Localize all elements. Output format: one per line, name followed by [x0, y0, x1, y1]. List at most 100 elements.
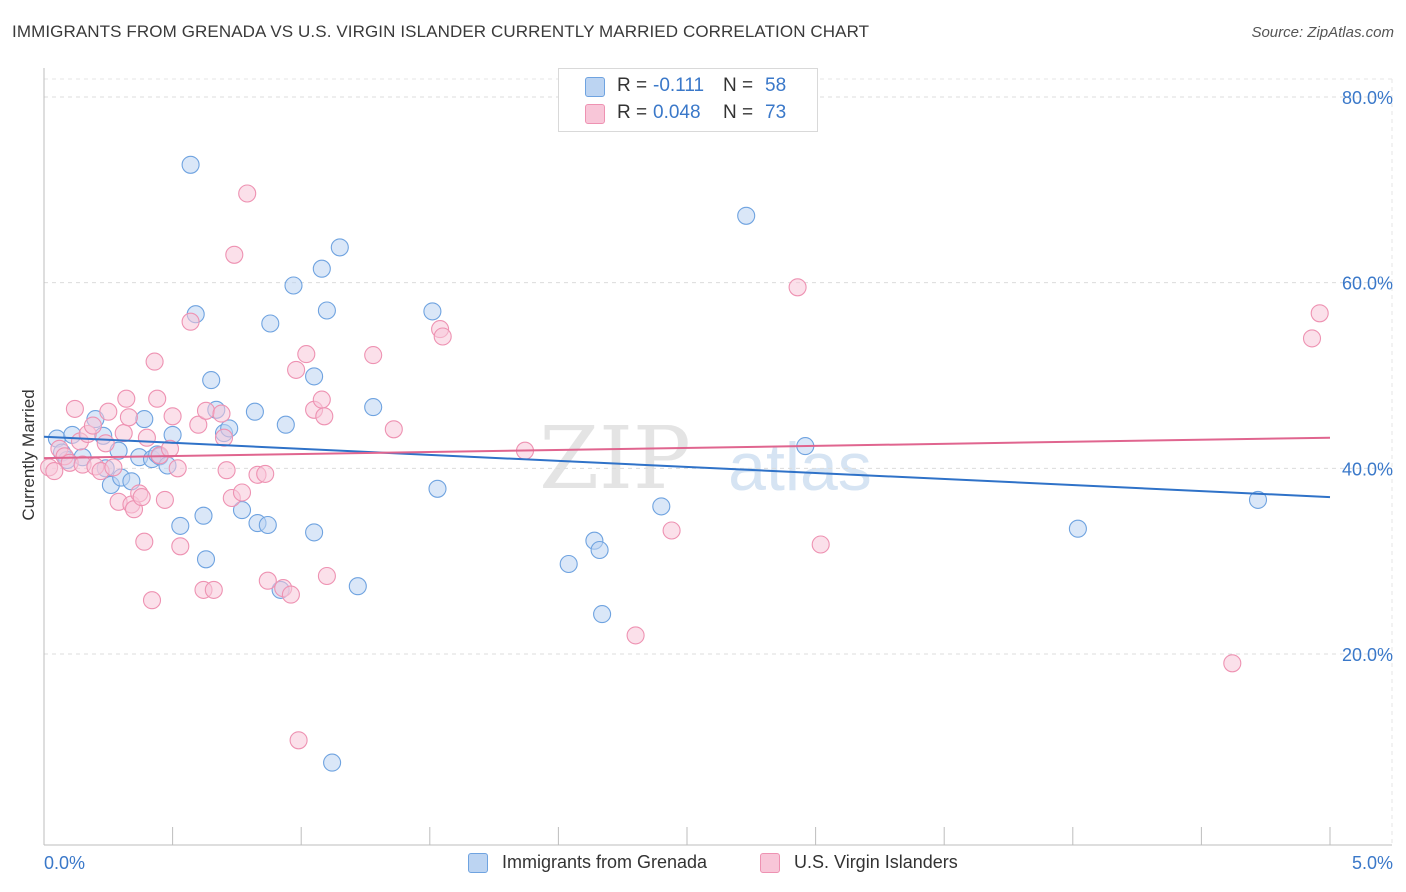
point-virgin-islanders [1302, 329, 1322, 348]
point-virgin-islanders [238, 184, 257, 203]
data-points [40, 155, 1329, 772]
point-virgin-islanders [117, 389, 136, 408]
point-grenada [312, 259, 331, 278]
r-value: -0.111 [653, 75, 705, 96]
point-virgin-islanders [119, 408, 138, 427]
legend-swatch-virgin-islanders [585, 104, 605, 124]
n-value: 73 [765, 102, 787, 123]
point-virgin-islanders [135, 532, 154, 551]
point-grenada [284, 276, 303, 295]
point-virgin-islanders [788, 278, 807, 297]
r-label: R = [617, 75, 648, 96]
point-virgin-islanders [132, 488, 151, 507]
point-virgin-islanders [99, 402, 118, 421]
point-virgin-islanders [1223, 654, 1242, 673]
point-virgin-islanders [83, 416, 102, 435]
point-virgin-islanders [163, 407, 182, 426]
point-grenada [258, 515, 277, 535]
point-virgin-islanders [196, 401, 216, 420]
point-grenada [590, 540, 609, 560]
chart-title: IMMIGRANTS FROM GRENADA VS U.S. VIRGIN I… [12, 22, 870, 41]
point-grenada [593, 605, 612, 624]
trend-line-grenada [43, 435, 1331, 499]
point-grenada [245, 402, 264, 421]
axes [43, 68, 1392, 846]
point-grenada [348, 577, 367, 596]
y-tick-label: 60.0% [1342, 274, 1393, 294]
point-grenada [276, 415, 295, 434]
point-virgin-islanders [297, 345, 316, 364]
point-grenada [428, 479, 447, 498]
point-virgin-islanders [315, 407, 334, 426]
point-virgin-islanders [384, 420, 403, 439]
point-virgin-islanders [225, 245, 244, 264]
watermark-zip: ZIP [539, 409, 691, 509]
x-tick-label: 0.0% [44, 853, 85, 873]
trend-line-virgin-islanders [43, 436, 1331, 460]
trend-lines [43, 435, 1331, 499]
point-virgin-islanders [256, 464, 275, 483]
point-virgin-islanders [171, 537, 190, 556]
point-virgin-islanders [155, 490, 174, 509]
point-virgin-islanders [281, 585, 300, 604]
point-virgin-islanders [258, 571, 277, 590]
r-value: 0.048 [653, 102, 701, 123]
point-virgin-islanders [96, 434, 115, 453]
n-value: 58 [765, 75, 787, 96]
correlation-legend: R = -0.111 N = 58 R = 0.048 N = 73 [558, 68, 818, 132]
legend-row-virgin-islanders: R = 0.048 N = 73 [617, 100, 786, 126]
n-label: N = [723, 75, 754, 96]
point-virgin-islanders [181, 312, 200, 331]
series-legend: Immigrants from Grenada U.S. Virgin Isla… [0, 852, 1406, 878]
point-virgin-islanders [1310, 304, 1329, 323]
legend-swatch-virgin-islanders [760, 852, 780, 873]
point-virgin-islanders [65, 399, 84, 418]
point-grenada [317, 301, 336, 320]
legend-label-grenada: Immigrants from Grenada [502, 852, 708, 872]
point-grenada [737, 206, 756, 225]
point-grenada [261, 314, 280, 333]
point-grenada [423, 302, 442, 321]
y-tick-label: 20.0% [1342, 645, 1393, 665]
point-virgin-islanders [114, 424, 133, 443]
point-virgin-islanders [312, 390, 331, 409]
point-virgin-islanders [212, 404, 231, 423]
point-virgin-islanders [364, 346, 383, 365]
point-grenada [364, 398, 383, 417]
point-grenada [196, 550, 216, 569]
point-virgin-islanders [289, 731, 308, 750]
point-grenada [171, 516, 190, 535]
watermark: ZIP atlas [539, 409, 872, 509]
point-grenada [181, 155, 200, 174]
legend-item-grenada: Immigrants from Grenada [468, 852, 707, 873]
point-grenada [135, 410, 154, 429]
point-virgin-islanders [204, 580, 223, 599]
point-grenada [202, 371, 221, 390]
point-virgin-islanders [45, 462, 64, 481]
point-virgin-islanders [160, 439, 180, 458]
point-grenada [305, 523, 324, 542]
point-virgin-islanders [189, 415, 208, 434]
y-axis-label: Currently Married [19, 389, 38, 520]
point-virgin-islanders [317, 566, 336, 586]
point-virgin-islanders [168, 459, 187, 478]
point-grenada [305, 367, 324, 386]
r-label: R = [617, 102, 648, 123]
point-virgin-islanders [433, 327, 452, 346]
x-tick-label: 5.0% [1352, 853, 1393, 873]
legend-swatch-grenada [468, 852, 488, 873]
legend-label-virgin-islanders: U.S. Virgin Islanders [794, 852, 958, 872]
point-virgin-islanders [287, 360, 306, 379]
point-grenada [232, 501, 252, 520]
y-tick-label: 80.0% [1342, 88, 1393, 108]
legend-row-grenada: R = -0.111 N = 58 [617, 73, 786, 99]
point-virgin-islanders [214, 428, 234, 447]
point-virgin-islanders [142, 591, 162, 610]
point-grenada [194, 506, 213, 525]
tick-labels: 20.0% 40.0% 60.0% 80.0% 0.0% 5.0% [44, 88, 1393, 873]
point-grenada [1248, 490, 1268, 509]
point-virgin-islanders [662, 521, 681, 540]
legend-swatch-grenada [585, 77, 605, 97]
point-grenada [1068, 519, 1087, 538]
point-virgin-islanders [217, 461, 236, 480]
